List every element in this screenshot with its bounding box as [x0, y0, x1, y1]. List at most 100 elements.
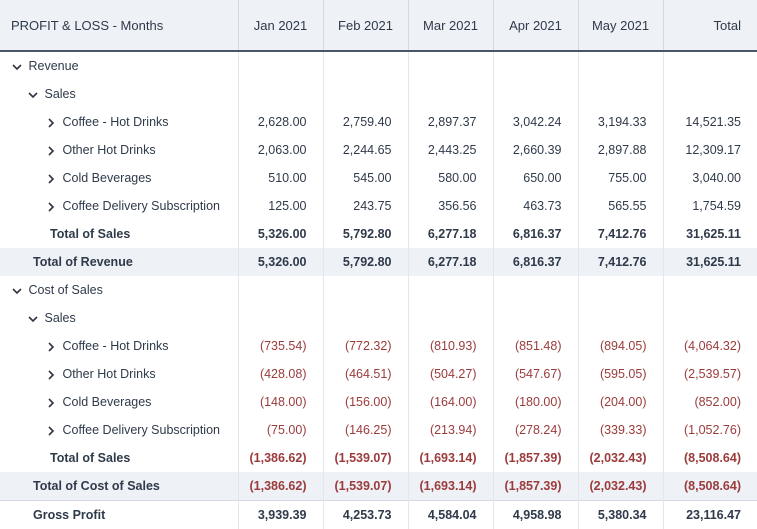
value-cell: 5,792.80 [323, 220, 408, 248]
empty-cell [238, 51, 323, 80]
row-label: Coffee Delivery Subscription [62, 423, 219, 437]
empty-cell [238, 80, 323, 108]
value-cell: (278.24) [493, 416, 578, 444]
chevron-right-icon[interactable] [45, 397, 59, 409]
value-cell: (1,857.39) [493, 472, 578, 501]
empty-cell [493, 51, 578, 80]
table-row[interactable]: Coffee Delivery Subscription(75.00)(146.… [0, 416, 757, 444]
row-label-cell: Cost of Sales [0, 276, 238, 304]
row-label-cell: Other Hot Drinks [0, 136, 238, 164]
row-total-cell: 3,040.00 [663, 164, 757, 192]
row-label: Other Hot Drinks [62, 367, 155, 381]
empty-cell [238, 304, 323, 332]
value-cell: (1,693.14) [408, 444, 493, 472]
chevron-right-icon[interactable] [45, 117, 59, 129]
value-cell: (1,386.62) [238, 472, 323, 501]
group-row[interactable]: Sales [0, 80, 757, 108]
empty-cell [578, 80, 663, 108]
row-label: Total of Sales [50, 227, 130, 241]
chevron-right-icon[interactable] [45, 369, 59, 381]
row-label: Cold Beverages [62, 171, 151, 185]
value-cell: (213.94) [408, 416, 493, 444]
value-cell: 3,194.33 [578, 108, 663, 136]
row-label: Total of Sales [50, 451, 130, 465]
value-cell: 3,042.24 [493, 108, 578, 136]
month-header[interactable]: Jan 2021 [238, 0, 323, 51]
row-label-cell: Other Hot Drinks [0, 360, 238, 388]
value-cell: (772.32) [323, 332, 408, 360]
chevron-down-icon[interactable] [27, 89, 41, 101]
empty-cell [408, 304, 493, 332]
row-total-cell: (1,052.76) [663, 416, 757, 444]
value-cell: 5,792.80 [323, 248, 408, 276]
chevron-down-icon[interactable] [27, 313, 41, 325]
row-label: Total of Revenue [33, 255, 133, 269]
total-row: Total of Cost of Sales(1,386.62)(1,539.0… [0, 472, 757, 501]
group-row[interactable]: Sales [0, 304, 757, 332]
row-total-cell: 12,309.17 [663, 136, 757, 164]
empty-cell [408, 80, 493, 108]
row-total-cell: 23,116.47 [663, 501, 757, 529]
value-cell: 2,897.37 [408, 108, 493, 136]
value-cell: (428.08) [238, 360, 323, 388]
month-header[interactable]: May 2021 [578, 0, 663, 51]
empty-cell [323, 51, 408, 80]
value-cell: 650.00 [493, 164, 578, 192]
row-total-cell: (8,508.64) [663, 444, 757, 472]
empty-cell [578, 51, 663, 80]
chevron-right-icon[interactable] [45, 341, 59, 353]
chevron-right-icon[interactable] [45, 145, 59, 157]
empty-cell [493, 304, 578, 332]
value-cell: 4,584.04 [408, 501, 493, 529]
row-label-cell: Gross Profit [0, 501, 238, 529]
month-header[interactable]: Apr 2021 [493, 0, 578, 51]
row-label: Sales [44, 87, 75, 101]
chevron-right-icon[interactable] [45, 173, 59, 185]
group-row[interactable]: Revenue [0, 51, 757, 80]
value-cell: 565.55 [578, 192, 663, 220]
value-cell: 2,628.00 [238, 108, 323, 136]
empty-cell [663, 80, 757, 108]
total-header[interactable]: Total [663, 0, 757, 51]
row-label: Gross Profit [33, 508, 105, 522]
value-cell: (735.54) [238, 332, 323, 360]
row-total-cell: (8,508.64) [663, 472, 757, 501]
value-cell: (1,539.07) [323, 444, 408, 472]
chevron-right-icon[interactable] [45, 201, 59, 213]
row-label-cell: Sales [0, 304, 238, 332]
value-cell: (204.00) [578, 388, 663, 416]
value-cell: (547.67) [493, 360, 578, 388]
value-cell: 755.00 [578, 164, 663, 192]
empty-cell [663, 304, 757, 332]
table-row[interactable]: Cold Beverages(148.00)(156.00)(164.00)(1… [0, 388, 757, 416]
value-cell: (146.25) [323, 416, 408, 444]
row-label: Coffee - Hot Drinks [62, 115, 168, 129]
value-cell: 463.73 [493, 192, 578, 220]
row-total-cell: 14,521.35 [663, 108, 757, 136]
value-cell: 356.56 [408, 192, 493, 220]
chevron-down-icon[interactable] [11, 285, 25, 297]
table-row[interactable]: Coffee - Hot Drinks(735.54)(772.32)(810.… [0, 332, 757, 360]
chevron-right-icon[interactable] [45, 425, 59, 437]
value-cell: (1,386.62) [238, 444, 323, 472]
value-cell: 6,277.18 [408, 220, 493, 248]
value-cell: 4,253.73 [323, 501, 408, 529]
value-cell: (1,693.14) [408, 472, 493, 501]
row-total-cell: (852.00) [663, 388, 757, 416]
row-total-cell: 31,625.11 [663, 248, 757, 276]
month-header[interactable]: Feb 2021 [323, 0, 408, 51]
row-label-cell: Cold Beverages [0, 164, 238, 192]
empty-cell [408, 276, 493, 304]
value-cell: 5,326.00 [238, 220, 323, 248]
value-cell: 2,897.88 [578, 136, 663, 164]
row-label-cell: Total of Sales [0, 444, 238, 472]
chevron-down-icon[interactable] [11, 61, 25, 73]
table-row[interactable]: Other Hot Drinks(428.08)(464.51)(504.27)… [0, 360, 757, 388]
group-row[interactable]: Cost of Sales [0, 276, 757, 304]
month-header[interactable]: Mar 2021 [408, 0, 493, 51]
